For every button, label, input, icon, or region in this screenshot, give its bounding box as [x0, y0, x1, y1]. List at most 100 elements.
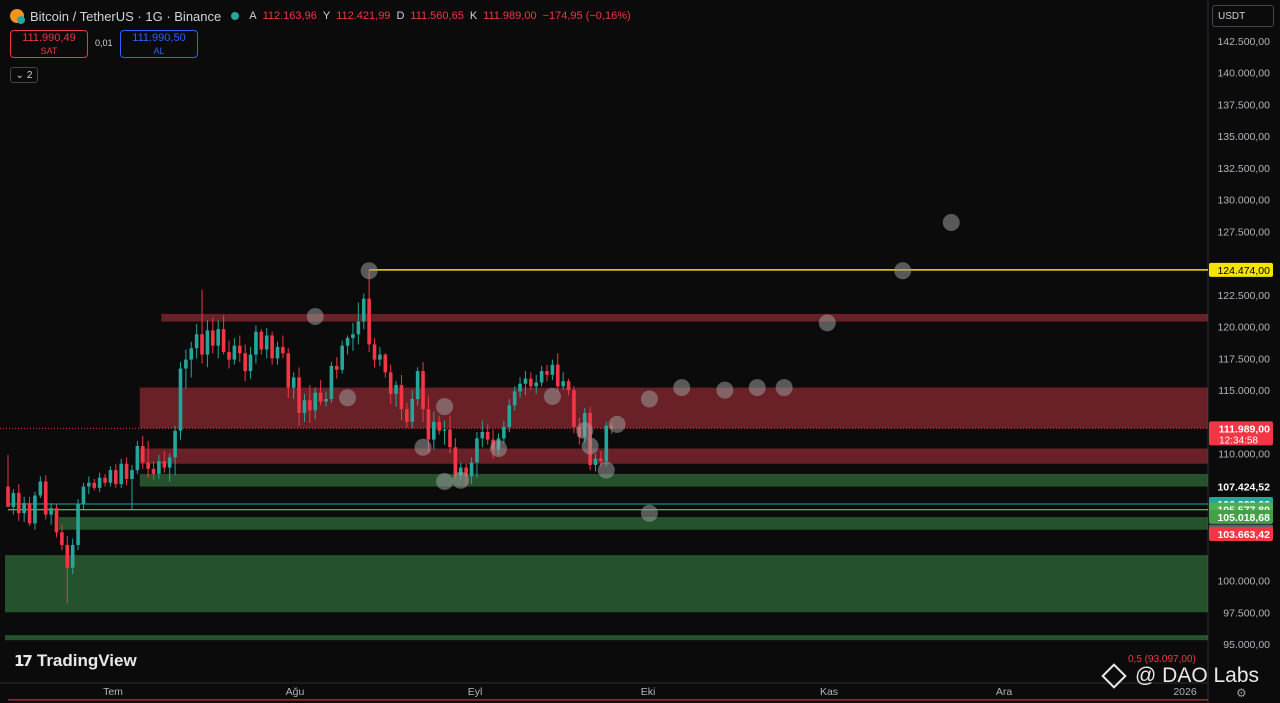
candle-body — [593, 458, 598, 466]
candle-body — [194, 334, 199, 349]
resistance-zone — [139, 448, 1208, 464]
buy-button[interactable]: 111.990,50 AL — [120, 30, 198, 58]
sell-button[interactable]: 111.990,49 SAT — [10, 30, 88, 58]
candle-body — [227, 352, 231, 360]
price-tag — [1209, 479, 1273, 494]
candle-body — [340, 345, 344, 370]
price-tag-label: 103.663,42 — [1217, 529, 1270, 541]
candle-body — [361, 298, 366, 322]
candle-body — [572, 390, 576, 427]
candle-body — [6, 486, 10, 507]
candle-body — [464, 467, 468, 477]
price-tag — [1209, 509, 1273, 524]
price-tag — [1209, 421, 1273, 446]
candle-body — [108, 470, 113, 483]
settings-gear-icon[interactable]: ⚙ — [1236, 686, 1247, 700]
candle-body — [502, 426, 506, 439]
y-tick-label: 140.000,00 — [1217, 68, 1270, 80]
candle-body — [394, 385, 398, 394]
candle-body — [281, 346, 285, 354]
candle-body — [324, 398, 328, 402]
y-tick-label: 132.500,00 — [1217, 163, 1270, 175]
marker-circle — [543, 387, 561, 405]
marker-circle — [436, 473, 454, 491]
candle-body — [378, 354, 382, 360]
candle-body — [432, 421, 436, 440]
candle-body — [388, 372, 393, 394]
candle-body — [184, 359, 188, 369]
candle-body — [308, 400, 312, 411]
candle-body — [124, 463, 129, 479]
candle-body — [351, 334, 355, 339]
candle-body — [329, 365, 334, 399]
candle-body — [523, 378, 528, 384]
currency-select[interactable]: USDT — [1212, 5, 1274, 27]
dao-labs-text: @ DAO Labs — [1135, 664, 1260, 687]
candle-body — [550, 364, 555, 375]
support-zone — [5, 635, 1208, 641]
candle-body — [291, 377, 296, 388]
candle-body — [22, 503, 26, 514]
candle-body — [534, 382, 539, 387]
candle-body — [453, 447, 458, 476]
candle-body — [216, 329, 221, 346]
tradingview-logo[interactable]: 17 TradingView — [14, 651, 137, 671]
marker-circle — [818, 314, 836, 332]
support-zone — [58, 517, 1208, 530]
candle-body — [421, 371, 425, 410]
marker-circle — [436, 398, 454, 416]
candle-body — [555, 364, 560, 387]
candle-body — [130, 470, 134, 479]
y-tick-label: 135.000,00 — [1217, 131, 1270, 143]
marker-circle — [581, 437, 599, 455]
fib-annotation: 0,5 (93.097,00) — [1128, 654, 1196, 665]
open-label: A — [249, 10, 257, 22]
x-tick-label: Ağu — [286, 686, 305, 698]
indicator-collapse-button[interactable]: ⌄ 2 — [10, 67, 38, 83]
market-status-icon — [231, 12, 240, 20]
buy-price: 111.990,50 — [132, 32, 186, 44]
y-tick-label: 95.000,00 — [1223, 639, 1270, 651]
marker-circle — [942, 214, 960, 232]
candle-body — [243, 353, 247, 372]
y-tick-label: 120.000,00 — [1217, 322, 1270, 334]
candle-body — [604, 425, 609, 462]
dao-labs-watermark: @ DAO Labs — [1101, 663, 1260, 689]
symbol-title[interactable]: Bitcoin / TetherUS · 1G · Binance — [30, 8, 222, 24]
candle-body — [27, 503, 32, 524]
candle-body — [518, 383, 522, 392]
resistance-zone — [161, 313, 1208, 322]
candle-body — [254, 331, 258, 355]
candle-body — [43, 481, 48, 515]
candle-body — [11, 492, 16, 507]
y-tick-label: 127.500,00 — [1217, 226, 1270, 238]
marker-circle — [716, 381, 734, 399]
candle-body — [561, 381, 565, 387]
marker-circle — [775, 379, 793, 397]
candle-body — [405, 409, 409, 422]
candle-body — [16, 492, 21, 514]
candle-body — [286, 353, 291, 388]
candle-body — [221, 329, 226, 353]
candle-body — [367, 298, 371, 345]
y-tick-label: 130.000,00 — [1217, 195, 1270, 207]
candle-body — [345, 338, 350, 346]
candle-body — [529, 378, 533, 387]
candle-body — [140, 445, 145, 463]
candle-body — [566, 381, 571, 391]
marker-circle — [576, 422, 594, 440]
candle-body — [81, 486, 86, 505]
candle-body — [167, 457, 172, 468]
candle-body — [157, 461, 161, 474]
candle-body — [38, 481, 43, 496]
x-tick-label: Tem — [103, 686, 123, 698]
close-label: K — [469, 10, 478, 22]
x-tick-label: Eki — [641, 686, 656, 698]
candle-body — [135, 445, 140, 471]
candle-body — [442, 429, 447, 431]
marker-circle — [452, 471, 470, 489]
support-zone — [139, 473, 1208, 487]
candle-body — [189, 348, 194, 360]
candle-body — [146, 462, 150, 469]
